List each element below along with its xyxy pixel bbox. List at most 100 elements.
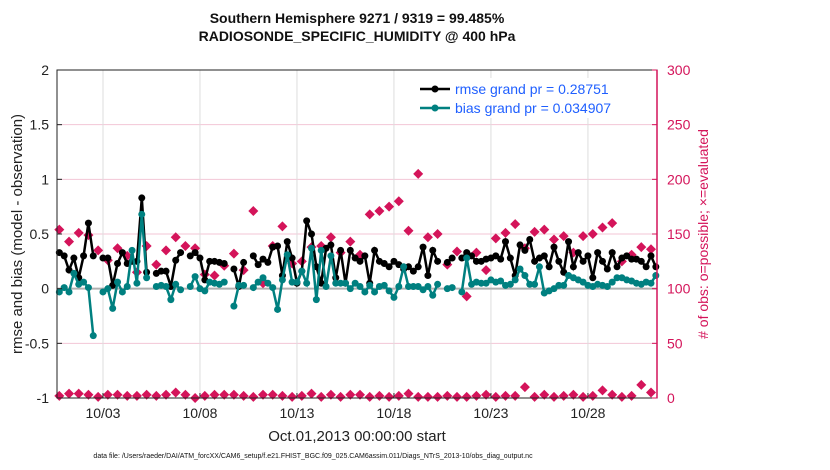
bias-point (346, 285, 354, 293)
rmse-point (569, 263, 577, 271)
rmse-point (613, 263, 621, 271)
evaluated-count-marker (93, 245, 104, 256)
possible-count-marker (500, 390, 511, 401)
evaluated-count-marker (432, 229, 443, 239)
possible-count-marker (597, 385, 608, 396)
y-axis-label: rmse and bias (model - observation) (9, 114, 26, 354)
bias-point (230, 302, 238, 310)
rmse-point (550, 243, 558, 251)
bias-point (259, 274, 267, 282)
rmse-point (565, 238, 573, 246)
bias-point (424, 282, 432, 290)
rmse-point (303, 217, 311, 225)
possible-count-marker (374, 390, 385, 401)
possible-count-marker (422, 391, 433, 402)
evaluated-count-marker (413, 168, 424, 179)
possible-count-marker (199, 390, 210, 401)
bias-point (123, 282, 131, 290)
possible-count-marker (403, 388, 414, 399)
rmse-point (647, 252, 655, 260)
y-tick-label-right: 100 (667, 281, 691, 297)
rmse-point (80, 252, 88, 260)
rmse-point (308, 230, 316, 238)
bias-point (278, 276, 286, 284)
rmse-point (327, 241, 335, 249)
y-tick-label-right: 150 (667, 226, 691, 242)
possible-count-marker (626, 390, 637, 401)
rmse-point (89, 252, 97, 260)
legend-bias-label: bias grand pr = 0.034907 (455, 100, 611, 116)
rmse-point (414, 263, 422, 271)
possible-count-marker (316, 391, 327, 402)
evaluated-count-marker (54, 224, 65, 235)
possible-count-marker (578, 391, 589, 402)
rmse-point (346, 246, 354, 254)
evaluated-count-marker (355, 249, 366, 260)
grid (57, 69, 657, 399)
bias-point (143, 274, 151, 282)
bias-point (283, 251, 291, 259)
bias-point (371, 288, 379, 296)
bias-point (521, 272, 529, 280)
evaluated-count-marker (384, 201, 395, 212)
rmse-point (385, 263, 393, 271)
possible-count-marker (287, 391, 298, 402)
rmse-point (230, 265, 238, 273)
rmse-point (545, 263, 553, 271)
rmse-point (521, 246, 529, 254)
rmse-point (579, 257, 587, 265)
bias-point (434, 280, 442, 288)
legend-bias-marker (431, 104, 439, 112)
rmse-point (70, 254, 78, 262)
bias-point (526, 280, 534, 288)
rmse-point (356, 257, 364, 265)
bias-point (332, 279, 340, 287)
bias-point (535, 263, 543, 271)
bias-point (293, 278, 301, 286)
bias-point (104, 285, 112, 293)
marks (54, 168, 660, 403)
rmse-point (637, 257, 645, 265)
bias-point (264, 279, 272, 287)
possible-count-marker (364, 391, 375, 402)
rmse-point (196, 254, 204, 262)
possible-count-marker (432, 391, 443, 402)
bias-point (303, 279, 311, 287)
rmse-point (497, 255, 505, 263)
y-tick-label: -0.5 (25, 335, 49, 351)
rmse-point (84, 219, 92, 227)
rmse-point (206, 257, 214, 265)
possible-count-marker (384, 391, 395, 402)
bias-point (201, 287, 209, 295)
bias-point (186, 282, 194, 290)
possible-count-marker (529, 391, 540, 402)
possible-count-marker (335, 391, 346, 402)
legend-box (415, 78, 655, 118)
x-tick-label: 10/18 (376, 405, 411, 421)
evaluated-count-marker (626, 249, 637, 260)
bias-point (274, 305, 282, 313)
bias-point (167, 296, 175, 304)
bias-point (65, 288, 73, 296)
possible-count-marker (102, 389, 113, 400)
evaluated-count-marker (151, 259, 162, 270)
rmse-point (434, 257, 442, 265)
bias-point (312, 296, 320, 304)
bias-point (337, 279, 345, 287)
possible-count-marker (587, 390, 598, 401)
bias-point (249, 284, 257, 292)
possible-count-marker (558, 390, 569, 401)
bias-point (531, 280, 539, 288)
possible-count-marker (519, 382, 530, 393)
bias-point (298, 267, 306, 275)
rmse-point (608, 249, 616, 257)
bias-point (114, 278, 122, 286)
evaluated-count-marker (393, 196, 404, 207)
ticks: -1 -0.5 0 0.5 1 1.5 2 0 50 100 150 200 250 300 10/03 10… (25, 62, 691, 421)
rmse-point (104, 254, 112, 262)
bias-point (448, 284, 456, 292)
possible-count-marker (180, 389, 191, 400)
evaluated-count-marker (161, 245, 172, 256)
